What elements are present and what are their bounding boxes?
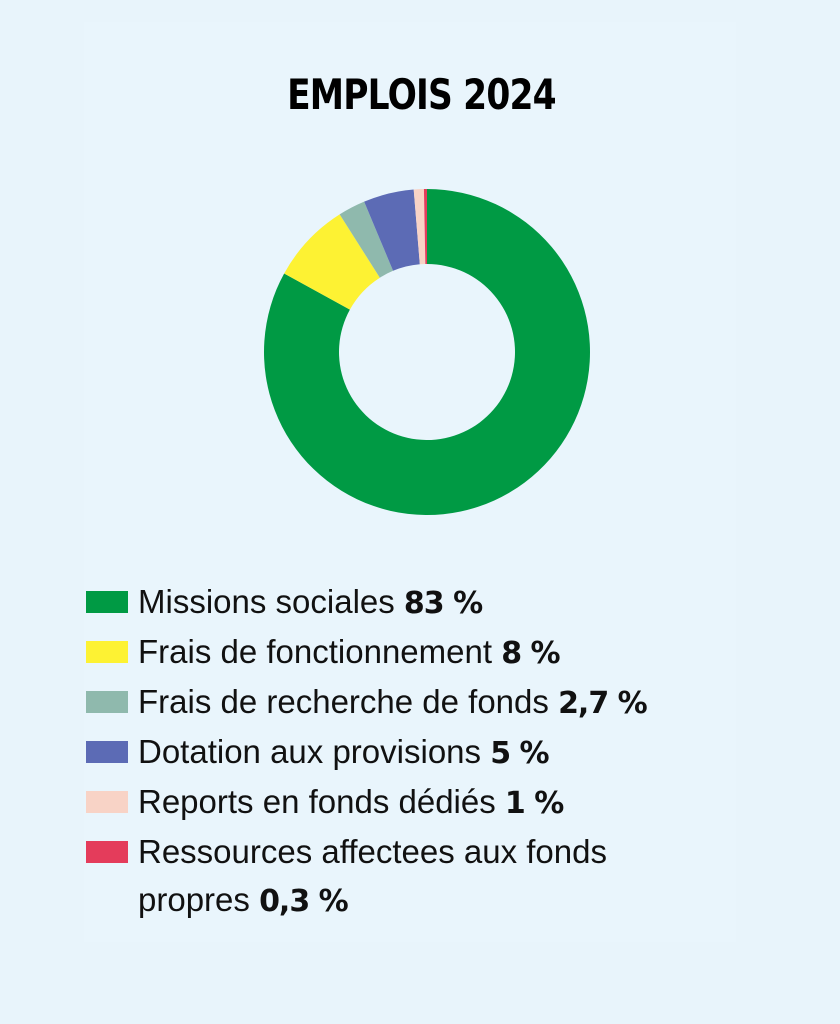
legend-swatch xyxy=(86,591,128,613)
chart-title: EMPLOIS 2024 xyxy=(287,70,556,119)
donut-chart xyxy=(263,189,590,515)
legend-value: 0,3 % xyxy=(259,884,349,919)
legend-label: Frais de fonctionnement xyxy=(138,633,493,670)
donut-slice-frais-de-recherche-de-fonds xyxy=(339,201,394,278)
donut-slice-missions-sociales xyxy=(263,189,590,515)
legend-value: 1 % xyxy=(504,786,564,821)
legend-item-ressources-affectees: Ressources affectees aux fonds propres 0… xyxy=(86,828,786,926)
legend-swatch xyxy=(86,791,128,813)
legend-label: Missions sociales xyxy=(138,583,395,620)
legend-label: Reports en fonds dédiés xyxy=(138,783,496,820)
legend-item-reports-en-fonds-dedies: Reports en fonds dédiés 1 % xyxy=(86,778,786,828)
legend-item-missions-sociales: Missions sociales 83 % xyxy=(86,578,786,628)
legend-label: Frais de recherche de fonds xyxy=(138,683,549,720)
donut-slice-frais-de-fonctionnement xyxy=(284,214,380,310)
legend-item-frais-de-fonctionnement: Frais de fonctionnement 8 % xyxy=(86,628,786,678)
legend-swatch xyxy=(86,641,128,663)
legend-label: Dotation aux provisions xyxy=(138,733,482,770)
legend: Missions sociales 83 % Frais de fonction… xyxy=(86,578,786,926)
legend-value: 8 % xyxy=(501,636,560,671)
legend-value: 2,7 % xyxy=(558,686,648,721)
legend-label: Ressources affectees aux fonds propres xyxy=(138,833,607,918)
legend-swatch xyxy=(86,691,128,713)
donut-slice-ressources-affectees xyxy=(423,189,427,265)
legend-swatch xyxy=(86,741,128,763)
donut-slice-reports-en-fonds-dedies xyxy=(413,189,426,265)
legend-value: 5 % xyxy=(490,736,549,771)
donut-slice-dotation-aux-provisions xyxy=(364,189,420,271)
legend-item-dotation-aux-provisions: Dotation aux provisions 5 % xyxy=(86,728,786,778)
legend-item-frais-de-recherche-de-fonds: Frais de recherche de fonds 2,7 % xyxy=(86,678,786,728)
legend-value: 83 % xyxy=(403,586,483,621)
legend-swatch xyxy=(86,841,128,863)
